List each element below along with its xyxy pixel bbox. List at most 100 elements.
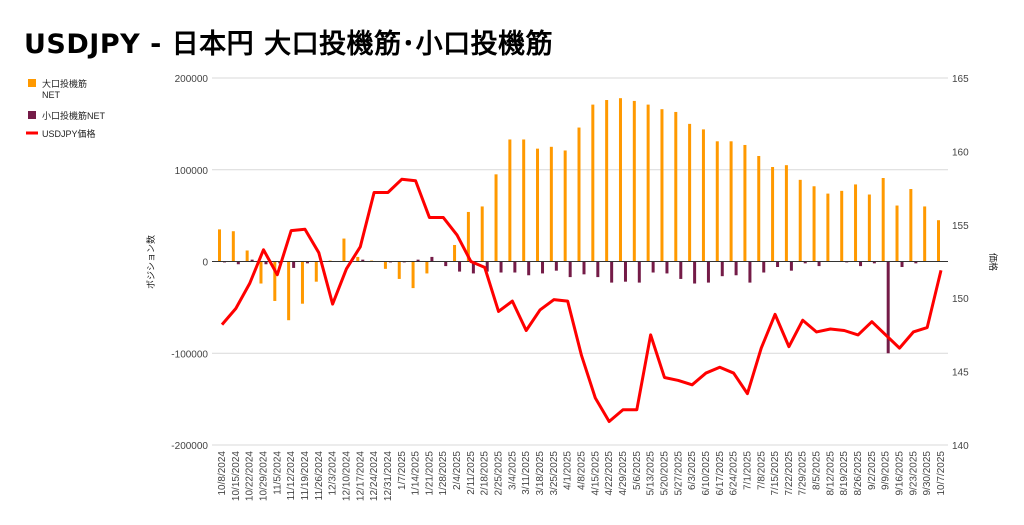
x-tick-label: 2/11/2025 — [466, 451, 477, 495]
bar-small-speculator — [623, 261, 627, 282]
bar-small-speculator — [513, 261, 517, 273]
bar-large-speculator — [840, 190, 844, 262]
left-tick-label: 0 — [202, 258, 208, 269]
bar-large-speculator — [563, 150, 567, 262]
bar-large-speculator — [867, 194, 871, 262]
bar-large-speculator — [494, 174, 498, 262]
bar-large-speculator — [632, 100, 636, 262]
x-tick-label: 1/21/2025 — [424, 451, 435, 496]
bar-small-speculator — [458, 261, 462, 272]
bar-large-speculator — [798, 179, 802, 262]
bar-small-speculator — [568, 261, 572, 278]
bar-large-speculator — [397, 261, 401, 279]
bar-small-speculator — [734, 261, 738, 276]
bar-small-speculator — [610, 261, 614, 283]
bar-large-speculator — [356, 256, 360, 262]
x-tick-label: 9/2/2025 — [867, 451, 878, 490]
bar-large-speculator — [715, 141, 719, 262]
bar-large-speculator — [218, 229, 221, 262]
bar-large-speculator — [411, 261, 415, 289]
bar-small-speculator — [914, 261, 918, 264]
bar-large-speculator — [466, 211, 470, 262]
x-tick-label: 3/18/2025 — [535, 451, 546, 496]
bar-small-speculator — [859, 261, 863, 267]
bar-small-speculator — [582, 261, 586, 275]
bar-large-speculator — [909, 189, 913, 262]
bar-large-speculator — [771, 166, 775, 262]
legend-swatch-small-speculator — [28, 111, 36, 119]
legend-label-price: USDJPY価格 — [42, 128, 96, 139]
x-tick-label: 8/12/2025 — [825, 451, 836, 496]
bar-small-speculator — [444, 261, 448, 267]
x-tick-label: 1/7/2025 — [397, 451, 408, 490]
x-tick-label: 10/8/2024 — [217, 451, 228, 496]
x-tick-label: 6/17/2025 — [715, 451, 726, 496]
bar-small-speculator — [748, 261, 752, 283]
bar-large-speculator — [923, 206, 927, 262]
bar-small-speculator — [471, 261, 475, 274]
x-tick-label: 1/28/2025 — [438, 451, 449, 496]
bar-small-speculator — [292, 261, 296, 268]
x-tick-label: 11/19/2024 — [300, 451, 311, 501]
x-tick-label: 7/1/2025 — [742, 451, 753, 490]
bar-small-speculator — [430, 256, 434, 262]
bar-small-speculator — [361, 259, 365, 262]
x-tick-label: 6/24/2025 — [729, 451, 740, 496]
bar-large-speculator — [674, 111, 678, 262]
bar-large-speculator — [701, 129, 705, 262]
left-tick-label: 200000 — [175, 74, 209, 85]
x-tick-label: 6/10/2025 — [701, 451, 712, 496]
x-tick-label: 11/26/2024 — [314, 451, 325, 501]
x-tick-label: 3/11/2025 — [521, 451, 532, 495]
bar-large-speculator — [812, 186, 816, 262]
x-tick-label: 8/19/2025 — [839, 451, 850, 496]
x-tick-label: 4/1/2025 — [563, 451, 574, 490]
bar-small-speculator — [596, 261, 600, 278]
x-tick-label: 5/20/2025 — [659, 451, 670, 496]
x-tick-label: 6/3/2025 — [687, 451, 698, 490]
bar-large-speculator — [937, 220, 940, 262]
x-tick-label: 7/22/2025 — [784, 451, 795, 496]
bar-large-speculator — [549, 146, 553, 262]
bar-large-speculator — [757, 155, 761, 262]
x-tick-label: 12/31/2024 — [383, 451, 394, 501]
x-tick-label: 8/26/2025 — [853, 451, 864, 496]
x-tick-label: 1/14/2025 — [411, 451, 422, 496]
x-tick-label: 4/8/2025 — [577, 451, 588, 490]
bar-small-speculator — [789, 261, 793, 271]
x-tick-label: 9/16/2025 — [895, 451, 906, 496]
right-tick-label: 140 — [952, 441, 969, 452]
x-tick-label: 8/5/2025 — [812, 451, 823, 490]
x-tick-label: 9/9/2025 — [881, 451, 892, 490]
left-axis-title: ポジション数 — [145, 235, 156, 289]
bar-large-speculator — [522, 139, 526, 262]
legend-swatch-large-speculator — [28, 79, 36, 87]
x-tick-label: 2/18/2025 — [480, 451, 491, 496]
x-tick-label: 3/4/2025 — [507, 451, 518, 490]
bar-large-speculator — [480, 206, 484, 262]
bar-large-speculator — [314, 261, 318, 282]
x-tick-label: 4/22/2025 — [604, 451, 615, 496]
x-tick-label: 2/4/2025 — [452, 451, 463, 490]
bar-small-speculator — [485, 261, 489, 272]
bar-small-speculator — [886, 261, 890, 354]
bar-small-speculator — [720, 261, 724, 277]
bar-large-speculator — [453, 244, 457, 262]
bar-small-speculator — [264, 261, 268, 265]
bar-large-speculator — [895, 205, 899, 262]
x-tick-label: 11/12/2024 — [286, 451, 297, 501]
x-tick-label: 2/25/2025 — [494, 451, 505, 496]
bar-small-speculator — [527, 261, 531, 276]
x-tick-label: 10/7/2025 — [936, 451, 947, 496]
x-tick-label: 7/29/2025 — [798, 451, 809, 496]
x-tick-label: 5/6/2025 — [632, 451, 643, 490]
x-tick-label: 12/17/2024 — [355, 451, 366, 501]
bar-small-speculator — [776, 261, 780, 268]
x-tick-label: 4/29/2025 — [618, 451, 629, 496]
bar-small-speculator — [900, 261, 904, 268]
x-tick-label: 12/3/2024 — [328, 451, 339, 496]
right-tick-label: 165 — [952, 74, 969, 85]
bar-large-speculator — [688, 123, 692, 262]
bar-small-speculator — [817, 261, 821, 267]
